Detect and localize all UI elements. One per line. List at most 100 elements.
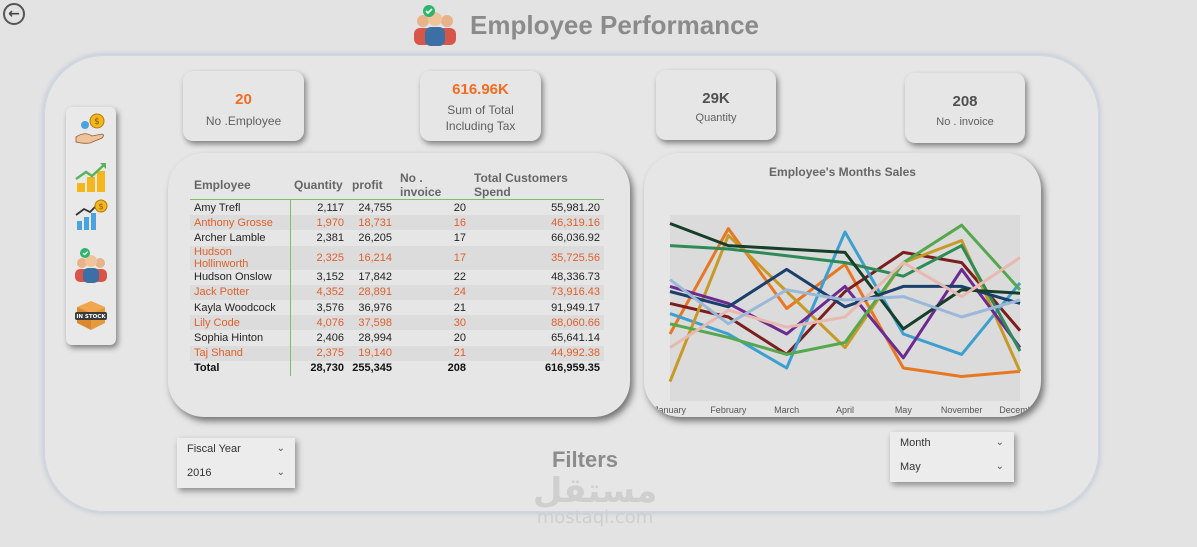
employees-icon <box>414 5 456 46</box>
total-spend: 616,959.35 <box>470 360 604 376</box>
kpi-label: Sum of Total Including Tax <box>445 103 516 133</box>
employee-name: Anthony Grosse <box>190 215 291 231</box>
table-row[interactable]: Hudson Hollinworth 2,325 16,214 17 35,725.56 <box>190 245 604 270</box>
watermark-arabic: مستقل <box>532 471 658 511</box>
x-tick-label: March <box>774 405 799 415</box>
invoice-cell: 16 <box>396 215 470 231</box>
table-row[interactable]: Taj Shand 2,375 19,140 21 44,992.38 <box>190 345 604 361</box>
table-row[interactable]: Jack Potter 4,352 28,891 24 73,916.43 <box>190 284 604 300</box>
chevron-down-icon[interactable]: ⌄ <box>995 461 1004 472</box>
line-chart: January February March April May November Dece… <box>654 215 1041 415</box>
series-line-2[interactable] <box>669 250 1022 356</box>
column-header[interactable]: Employee <box>190 171 290 200</box>
quantity-cell: 1,970 <box>290 215 348 231</box>
months-sales-chart-panel: Employee's Months Sales January February M… <box>644 153 1041 417</box>
series-line-9[interactable] <box>669 222 1021 331</box>
invoice-cell: 22 <box>396 269 470 285</box>
growth-coins-icon[interactable] <box>73 159 109 195</box>
profit-cell: 37,598 <box>348 315 396 331</box>
column-header[interactable]: Quantity <box>290 171 348 200</box>
invoice-cell: 17 <box>396 230 470 246</box>
column-header[interactable]: profit <box>348 171 396 200</box>
money-hand-icon[interactable]: $ <box>73 111 109 147</box>
fiscal-year-slicer[interactable]: Fiscal Year ⌄ 2016 ⌄ <box>177 438 295 488</box>
svg-text:$: $ <box>94 117 100 127</box>
profit-cell: 24,755 <box>348 199 396 216</box>
table-row[interactable]: Anthony Grosse 1,970 18,731 16 46,319.16 <box>190 215 604 231</box>
series-line-4[interactable] <box>668 233 1022 383</box>
invoice-cell: 21 <box>396 345 470 361</box>
employee-name: Hudson Onslow <box>190 269 291 285</box>
series-line-1[interactable] <box>668 227 1021 378</box>
spend-cell: 66,036.92 <box>470 230 604 246</box>
table-total-row: Total 28,730 255,345 208 616,959.35 <box>190 360 604 376</box>
total-profit: 255,345 <box>348 360 396 376</box>
profit-cell: 19,140 <box>348 345 396 361</box>
profit-cell: 26,205 <box>348 230 396 246</box>
x-tick-label: January <box>654 405 687 415</box>
series-line-7[interactable] <box>669 223 1022 356</box>
slicer-dropdown[interactable]: 2016 ⌄ <box>187 462 285 484</box>
table-row[interactable]: Amy Trefl 2,117 24,755 20 55,981.20 <box>190 199 604 216</box>
table-row[interactable]: Lily Code 4,076 37,598 30 88,060.66 <box>190 315 604 331</box>
employee-name: Taj Shand <box>190 345 291 361</box>
x-tick-label: November <box>941 405 983 415</box>
profit-cell: 17,842 <box>348 269 396 285</box>
series-line-3[interactable] <box>669 230 1022 370</box>
employee-name: Sophia Hinton <box>190 330 291 346</box>
column-header[interactable]: No . invoice <box>396 171 470 200</box>
kpi-label: No . invoice <box>936 116 994 128</box>
watermark-latin: mostaql.com <box>536 507 654 528</box>
table-row[interactable]: Hudson Onslow 3,152 17,842 22 48,336.73 <box>190 269 604 285</box>
table-row[interactable]: Sophia Hinton 2,406 28,994 20 65,641.14 <box>190 330 604 346</box>
total-invoice: 208 <box>396 360 470 376</box>
series-line-10[interactable] <box>669 256 1021 349</box>
kpi-card-quantity: 29K Quantity <box>656 70 776 140</box>
quantity-cell: 2,325 <box>290 245 348 270</box>
series-line-6[interactable] <box>669 244 1022 352</box>
invoice-cell: 30 <box>396 315 470 331</box>
series-line-8[interactable] <box>669 267 1021 309</box>
table-row[interactable]: Archer Lamble 2,381 26,205 17 66,036.92 <box>190 230 604 246</box>
spend-cell: 65,641.14 <box>470 330 604 346</box>
profit-cell: 18,731 <box>348 215 396 231</box>
quantity-cell: 4,352 <box>290 284 348 300</box>
chevron-down-icon[interactable]: ⌄ <box>276 467 285 478</box>
sidebar: $ $ IN STOCK <box>66 107 116 345</box>
table-row[interactable]: Kayla Woodcock 3,576 36,976 21 91,949.17 <box>190 299 604 316</box>
quantity-cell: 3,152 <box>290 269 348 285</box>
employee-table: Employee Quantity profit No . invoice To… <box>190 171 604 376</box>
kpi-label: Quantity <box>695 112 737 124</box>
profit-cell: 28,891 <box>348 284 396 300</box>
invoice-cell: 17 <box>396 245 470 270</box>
kpi-label: No .Employee <box>205 114 282 128</box>
spend-cell: 44,992.38 <box>470 345 604 361</box>
spend-cell: 73,916.43 <box>470 284 604 300</box>
slicer-label: Fiscal Year <box>187 443 241 455</box>
month-slicer[interactable]: Month ⌄ May ⌄ <box>890 432 1014 482</box>
page-title: Employee Performance <box>470 10 760 40</box>
kpi-value: 29K <box>702 90 730 107</box>
series-line-5[interactable] <box>669 267 1022 360</box>
investment-chart-icon[interactable]: $ <box>73 197 109 233</box>
in-stock-box-icon[interactable]: IN STOCK <box>73 297 109 333</box>
employee-name: Lily Code <box>190 315 291 331</box>
quantity-cell: 2,117 <box>290 199 348 216</box>
column-header[interactable]: Total Customers Spend <box>470 171 604 200</box>
employee-team-icon[interactable] <box>73 247 109 283</box>
quantity-cell: 4,076 <box>290 315 348 331</box>
back-button[interactable]: ← <box>3 3 25 25</box>
slicer-header[interactable]: Fiscal Year ⌄ <box>187 438 285 460</box>
series-line-11[interactable] <box>669 278 1021 326</box>
slicer-value: 2016 <box>187 467 212 479</box>
slicer-header[interactable]: Month ⌄ <box>900 432 1004 454</box>
slicer-value: May <box>900 461 921 473</box>
employee-name: Kayla Woodcock <box>190 299 291 316</box>
chevron-down-icon[interactable]: ⌄ <box>276 443 285 454</box>
chevron-down-icon[interactable]: ⌄ <box>995 437 1004 448</box>
invoice-cell: 21 <box>396 299 470 316</box>
slicer-label: Month <box>900 437 931 449</box>
table-header-row: Employee Quantity profit No . invoice To… <box>190 171 604 200</box>
slicer-dropdown[interactable]: May ⌄ <box>900 456 1004 478</box>
invoice-cell: 20 <box>396 199 470 216</box>
